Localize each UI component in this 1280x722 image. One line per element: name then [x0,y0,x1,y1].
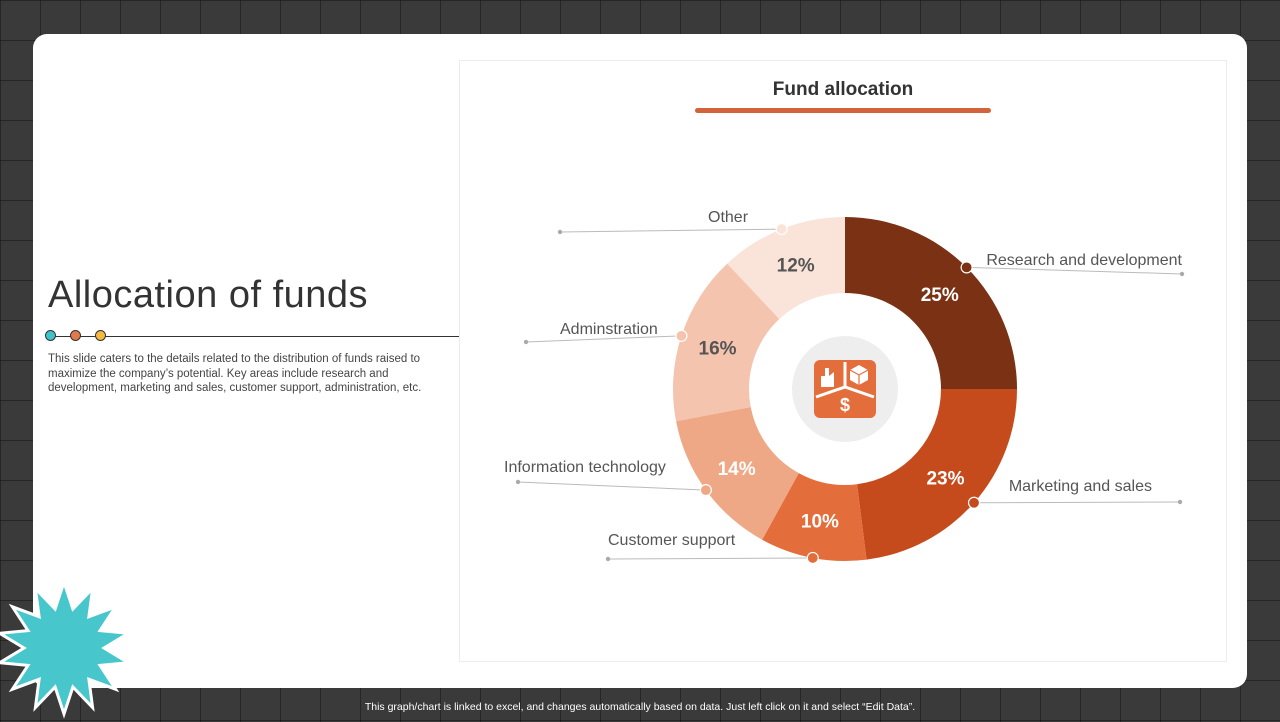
svg-text:$: $ [840,395,850,415]
category-label-other: Other [708,209,749,226]
leader-marker-research-and-development [960,261,973,274]
value-label-marketing-and-sales: 23% [926,469,964,490]
accent-dot-yellow [95,330,106,341]
slice-research-and-development[interactable] [845,217,1017,389]
category-label-marketing-and-sales: Marketing and sales [1009,478,1152,495]
starburst-icon [0,582,133,719]
leader-marker-other [775,222,788,236]
value-label-customer-support: 10% [801,512,839,533]
value-label-research-and-development: 25% [921,285,959,306]
leader-marker-adminstration [675,329,688,342]
leader-end-dot-information-technology [515,479,521,485]
category-label-adminstration: Adminstration [560,321,658,338]
donut-chart[interactable]: 25% Research and development 23% Marketing … [460,61,1226,661]
chart-title-underline [695,108,991,113]
category-label-customer-support: Customer support [608,532,736,549]
value-label-other: 12% [777,255,815,276]
funds-icon: $ [814,360,876,418]
chart-title: Fund allocation [772,79,914,100]
chart-panel[interactable]: Fund allocation 25% Research and developm… [459,60,1227,662]
category-label-information-technology: Information technology [504,459,666,476]
leader-end-dot-customer-support [605,556,611,562]
page-title: Allocation of funds [48,274,369,316]
value-label-adminstration: 16% [699,339,737,360]
category-label-research-and-development: Research and development [986,252,1182,269]
leader-line-marketing-and-sales [974,501,1181,504]
leader-line-information-technology [517,481,706,491]
footer-note: This graph/chart is linked to excel, and… [364,701,916,713]
leader-marker-information-technology [699,483,712,497]
leader-end-dot-marketing-and-sales [1177,499,1183,505]
slice-information-technology[interactable] [676,406,799,540]
value-label-information-technology: 14% [718,459,756,480]
leader-marker-marketing-and-sales [967,496,981,509]
leader-line-adminstration [525,335,682,343]
leader-line-research-and-development [966,266,1183,275]
leader-end-dot-adminstration [523,339,529,345]
slice-customer-support[interactable] [762,473,867,561]
slice-marketing-and-sales[interactable] [857,389,1018,560]
slice-adminstration[interactable] [673,263,780,422]
title-divider [48,336,460,337]
leader-line-other [559,228,782,233]
accent-dot-orange [70,330,81,341]
leader-end-dot-other [557,229,563,235]
slide-card: Allocation of funds This slide caters to… [33,34,1247,688]
leader-line-customer-support [607,557,813,560]
slice-other[interactable] [727,217,845,320]
leader-end-dot-research-and-development [1179,271,1185,277]
leader-marker-customer-support [806,551,819,565]
accent-dot-teal [45,330,56,341]
slide-description: This slide caters to the details related… [48,353,422,394]
